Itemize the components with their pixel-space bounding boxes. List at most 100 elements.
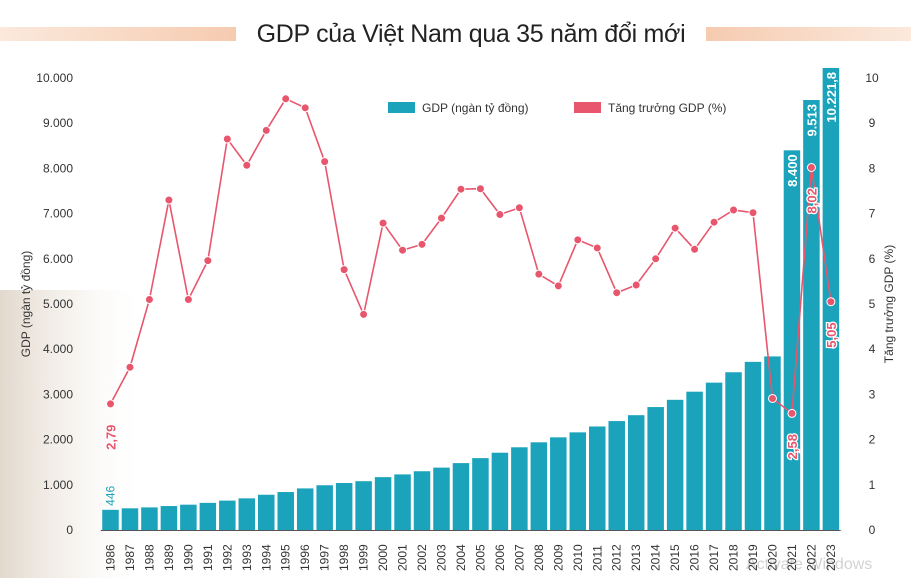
gdp-bar: [783, 150, 801, 530]
legend-label-growth: Tăng trưởng GDP (%): [608, 101, 726, 115]
y2-tick-label: 1: [869, 478, 876, 492]
gdp-data-label: 9.513: [804, 104, 819, 137]
x-tick-label: 1992: [220, 544, 234, 571]
gdp-bar: [102, 509, 119, 530]
x-tick-label: 2018: [727, 544, 741, 571]
growth-point: [514, 203, 524, 213]
growth-point: [573, 235, 583, 245]
gdp-bar: [296, 488, 314, 530]
growth-point: [631, 280, 641, 290]
x-tick-label: 2013: [629, 544, 643, 571]
gdp-bar: [666, 399, 684, 530]
gdp-bar: [686, 391, 703, 530]
x-tick-label: 2019: [746, 544, 760, 571]
growth-point: [436, 213, 446, 223]
y-tick-label: 7.000: [43, 207, 73, 221]
x-tick-label: 2014: [649, 544, 663, 571]
growth-point: [456, 184, 466, 194]
watermark-text: Activate Windows: [746, 556, 872, 573]
y-tick-label: 1.000: [43, 478, 73, 492]
x-tick-label: 2012: [610, 544, 624, 571]
gdp-data-label: 446: [104, 485, 118, 505]
title-decor-left: [0, 27, 236, 41]
gdp-bar: [491, 452, 509, 530]
y-tick-label: 0: [66, 523, 73, 537]
x-tick-label: 2023: [824, 544, 838, 571]
y-tick-label: 2.000: [43, 433, 73, 447]
y2-tick-label: 10: [865, 71, 879, 85]
y2-tick-label: 2: [869, 433, 876, 447]
growth-point: [183, 294, 193, 304]
growth-point: [144, 294, 154, 304]
gdp-bar: [803, 100, 820, 531]
growth-data-label: 8,02: [804, 188, 819, 213]
gdp-bar: [433, 467, 450, 530]
growth-point: [612, 288, 622, 298]
x-tick-label: 2008: [532, 544, 546, 571]
gdp-bar: [258, 494, 275, 530]
growth-point: [359, 309, 369, 319]
gdp-bar: [569, 432, 587, 530]
y-tick-label: 8.000: [43, 161, 73, 175]
x-tick-label: 2005: [473, 544, 487, 571]
y2-tick-label: 8: [869, 161, 876, 175]
x-tick-label: 1991: [201, 544, 215, 571]
x-tick-label: 2007: [512, 544, 526, 571]
y2-tick-label: 5: [869, 297, 876, 311]
x-tick-label: 2011: [590, 545, 604, 571]
y-tick-label: 6.000: [43, 252, 73, 266]
x-tick-label: 2016: [688, 544, 702, 571]
gdp-bar: [277, 492, 294, 530]
x-tick-label: 2020: [765, 544, 779, 571]
y2-tick-label: 4: [869, 342, 876, 356]
growth-point: [806, 162, 816, 172]
x-tick-label: 1996: [298, 544, 312, 571]
x-tick-label: 1988: [142, 544, 156, 571]
gdp-bar: [141, 507, 158, 530]
growth-data-label: 2,58: [785, 434, 800, 459]
y2-axis-title: Tăng trưởng GDP (%): [882, 245, 896, 363]
growth-point: [651, 254, 661, 264]
gdp-bar: [452, 463, 470, 530]
growth-point: [261, 125, 271, 135]
x-tick-label: 1999: [357, 544, 371, 571]
growth-point: [222, 134, 232, 144]
chart-title: GDP của Việt Nam qua 35 năm đổi mới: [256, 20, 686, 48]
x-tick-label: 1997: [318, 544, 332, 571]
gdp-data-label: 10.221,8: [824, 72, 839, 123]
x-tick-label: 2000: [376, 544, 390, 571]
growth-point: [787, 408, 797, 418]
y-tick-label: 3.000: [43, 387, 73, 401]
x-tick-label: 1986: [104, 544, 118, 571]
growth-point: [164, 195, 174, 205]
gdp-bar: [180, 504, 197, 530]
growth-point: [729, 205, 739, 215]
x-tick-label: 1989: [162, 544, 176, 571]
growth-point: [242, 160, 252, 170]
title-band: GDP của Việt Nam qua 35 năm đổi mới: [0, 18, 911, 50]
y2-tick-label: 9: [869, 116, 876, 130]
growth-point: [398, 245, 408, 255]
growth-point: [320, 157, 330, 167]
gdp-bar: [199, 502, 217, 530]
gdp-bar: [705, 382, 723, 530]
legend-label-gdp: GDP (ngàn tỷ đồng): [422, 101, 529, 115]
gdp-bar: [725, 372, 742, 530]
gdp-bar: [764, 356, 781, 530]
gdp-bar: [550, 437, 567, 530]
gdp-bar: [335, 482, 353, 530]
gdp-bar: [316, 485, 333, 530]
x-tick-label: 2009: [551, 544, 565, 571]
gdp-bar: [608, 421, 625, 530]
growth-point: [592, 243, 602, 253]
gdp-bar: [160, 506, 178, 530]
gdp-bar: [472, 458, 489, 530]
gdp-bar: [744, 361, 762, 530]
growth-point: [748, 208, 758, 218]
growth-point: [690, 244, 700, 254]
gdp-bar: [238, 498, 256, 530]
x-tick-label: 2003: [434, 544, 448, 571]
growth-point: [826, 297, 836, 307]
growth-point: [767, 393, 777, 403]
y2-tick-label: 0: [869, 523, 876, 537]
